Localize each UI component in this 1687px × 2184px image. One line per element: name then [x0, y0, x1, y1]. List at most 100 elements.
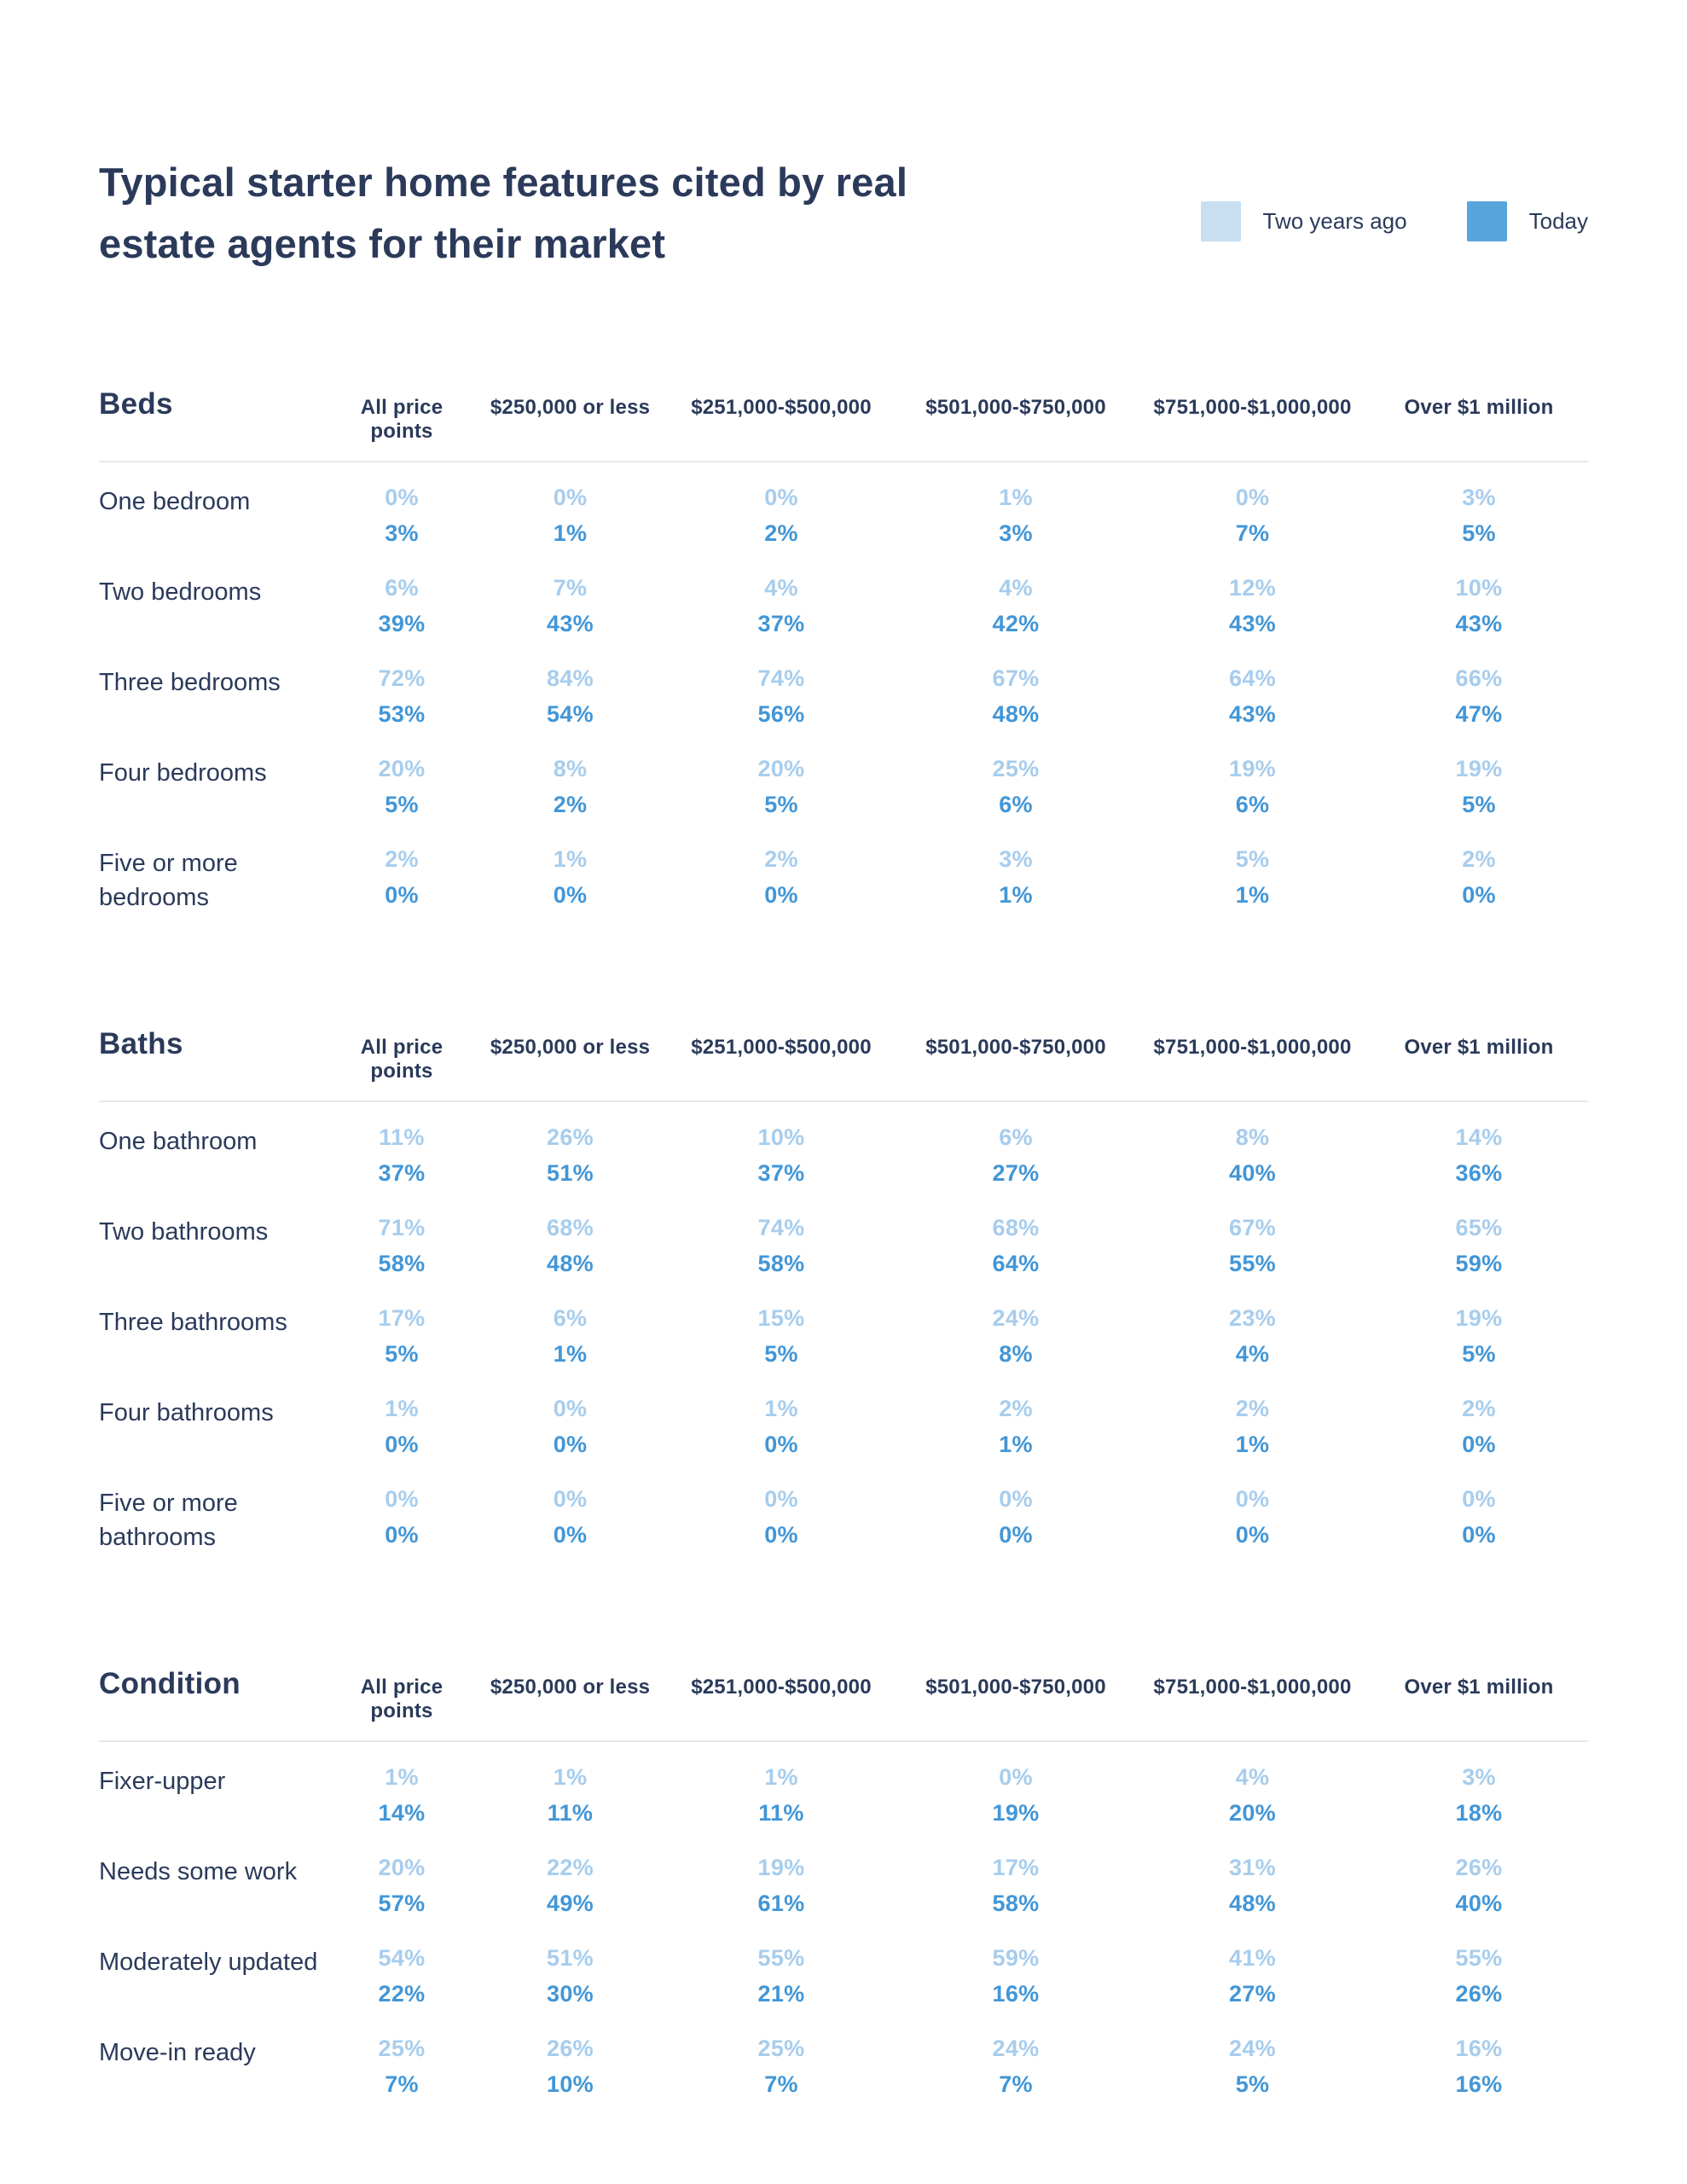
section-header-row: Condition All price points $250,000 or les…: [99, 1667, 1588, 1723]
value-today: 2%: [553, 791, 588, 817]
value-cell: 3% 5%: [1370, 485, 1588, 546]
value-today: 11%: [547, 1799, 594, 1826]
value-two-years-ago: 25%: [992, 755, 1040, 781]
value-two-years-ago: 3%: [999, 845, 1033, 872]
value-cell: 68% 64%: [896, 1215, 1135, 1276]
value-today: 1%: [1235, 1431, 1270, 1457]
value-cell: 55% 26%: [1370, 1945, 1588, 2007]
value-today: 1%: [553, 1340, 588, 1367]
value-cell: 24% 7%: [896, 2036, 1135, 2097]
value-two-years-ago: 66%: [1455, 665, 1503, 691]
value-cell: 1% 11%: [666, 1764, 896, 1826]
value-today: 5%: [1235, 2071, 1270, 2097]
value-today: 58%: [757, 1250, 805, 1276]
value-cell: 54% 22%: [329, 1945, 474, 2007]
value-two-years-ago: 5%: [1235, 845, 1270, 872]
value-two-years-ago: 2%: [999, 1395, 1033, 1421]
value-today: 1%: [553, 520, 588, 546]
value-two-years-ago: 74%: [757, 665, 805, 691]
value-today: 0%: [1462, 1521, 1496, 1548]
section-divider: [99, 1740, 1588, 1742]
column-header-6: Over $1 million: [1404, 1035, 1554, 1059]
row-label: Fixer-upper: [99, 1767, 226, 1795]
value-today: 0%: [764, 1521, 798, 1548]
value-two-years-ago: 10%: [1455, 574, 1503, 601]
value-cell: 6% 39%: [329, 575, 474, 636]
value-today: 48%: [547, 1250, 594, 1276]
table-root: Beds All price points $250,000 or less $251…: [99, 387, 1588, 2097]
header: Typical starter home features cited by r…: [99, 152, 1588, 275]
column-header-6: Over $1 million: [1404, 395, 1554, 419]
row-label: Five or more bathrooms: [99, 1489, 238, 1551]
value-cell: 1% 11%: [474, 1764, 666, 1826]
value-cell: 15% 5%: [666, 1305, 896, 1367]
section-divider: [99, 460, 1588, 462]
value-today: 0%: [1235, 1521, 1270, 1548]
value-two-years-ago: 15%: [757, 1304, 805, 1331]
value-today: 26%: [1455, 1980, 1503, 2007]
value-today: 39%: [378, 610, 426, 636]
value-cell: 20% 5%: [666, 756, 896, 817]
value-today: 5%: [764, 1340, 798, 1367]
row-label: Three bathrooms: [99, 1308, 287, 1336]
value-today: 3%: [999, 520, 1033, 546]
value-two-years-ago: 19%: [1455, 755, 1503, 781]
value-today: 0%: [764, 881, 798, 908]
value-today: 22%: [378, 1980, 426, 2007]
value-two-years-ago: 16%: [1455, 2035, 1503, 2061]
value-cell: 0% 0%: [666, 1486, 896, 1554]
value-cell: 5% 1%: [1135, 846, 1370, 915]
section-beds: Beds All price points $250,000 or less $251…: [99, 387, 1588, 915]
value-today: 64%: [992, 1250, 1040, 1276]
value-cell: 12% 43%: [1135, 575, 1370, 636]
value-today: 48%: [992, 700, 1040, 727]
value-two-years-ago: 1%: [999, 484, 1033, 510]
value-today: 0%: [385, 1431, 419, 1457]
value-two-years-ago: 64%: [1229, 665, 1276, 691]
value-cell: 1% 0%: [474, 846, 666, 915]
value-cell: 6% 27%: [896, 1124, 1135, 1186]
value-today: 10%: [547, 2071, 594, 2097]
value-two-years-ago: 12%: [1229, 574, 1276, 601]
value-today: 0%: [553, 1431, 588, 1457]
section-header-row: Baths All price points $250,000 or less $25…: [99, 1027, 1588, 1083]
column-header-1: All price points: [360, 1675, 443, 1722]
value-today: 1%: [1235, 881, 1270, 908]
value-two-years-ago: 10%: [757, 1124, 805, 1150]
value-today: 61%: [757, 1890, 805, 1916]
value-today: 0%: [385, 881, 419, 908]
value-cell: 41% 27%: [1135, 1945, 1370, 2007]
value-cell: 2% 0%: [1370, 1396, 1588, 1457]
value-cell: 0% 0%: [896, 1486, 1135, 1554]
value-two-years-ago: 4%: [999, 574, 1033, 601]
value-today: 27%: [1229, 1980, 1276, 2007]
value-two-years-ago: 72%: [378, 665, 426, 691]
column-header-1: All price points: [360, 395, 443, 443]
value-cell: 67% 48%: [896, 665, 1135, 727]
value-today: 37%: [757, 610, 805, 636]
row-label: One bathroom: [99, 1127, 258, 1155]
value-today: 43%: [1229, 610, 1276, 636]
value-two-years-ago: 74%: [757, 1214, 805, 1240]
value-cell: 4% 37%: [666, 575, 896, 636]
value-cell: 2% 0%: [329, 846, 474, 915]
value-two-years-ago: 31%: [1229, 1854, 1276, 1880]
section-title: Beds: [99, 386, 173, 421]
value-two-years-ago: 1%: [764, 1763, 798, 1790]
value-two-years-ago: 24%: [992, 2035, 1040, 2061]
value-cell: 17% 58%: [896, 1855, 1135, 1916]
value-cell: 10% 37%: [666, 1124, 896, 1186]
value-cell: 59% 16%: [896, 1945, 1135, 2007]
value-cell: 19% 61%: [666, 1855, 896, 1916]
value-cell: 51% 30%: [474, 1945, 666, 2007]
section-header-row: Beds All price points $250,000 or less $251…: [99, 387, 1588, 444]
value-two-years-ago: 2%: [385, 845, 419, 872]
value-two-years-ago: 51%: [547, 1944, 594, 1971]
value-today: 58%: [378, 1250, 426, 1276]
value-two-years-ago: 3%: [1462, 1763, 1496, 1790]
value-cell: 0% 3%: [329, 485, 474, 546]
value-today: 14%: [378, 1799, 426, 1826]
value-cell: 8% 2%: [474, 756, 666, 817]
value-two-years-ago: 54%: [378, 1944, 426, 1971]
